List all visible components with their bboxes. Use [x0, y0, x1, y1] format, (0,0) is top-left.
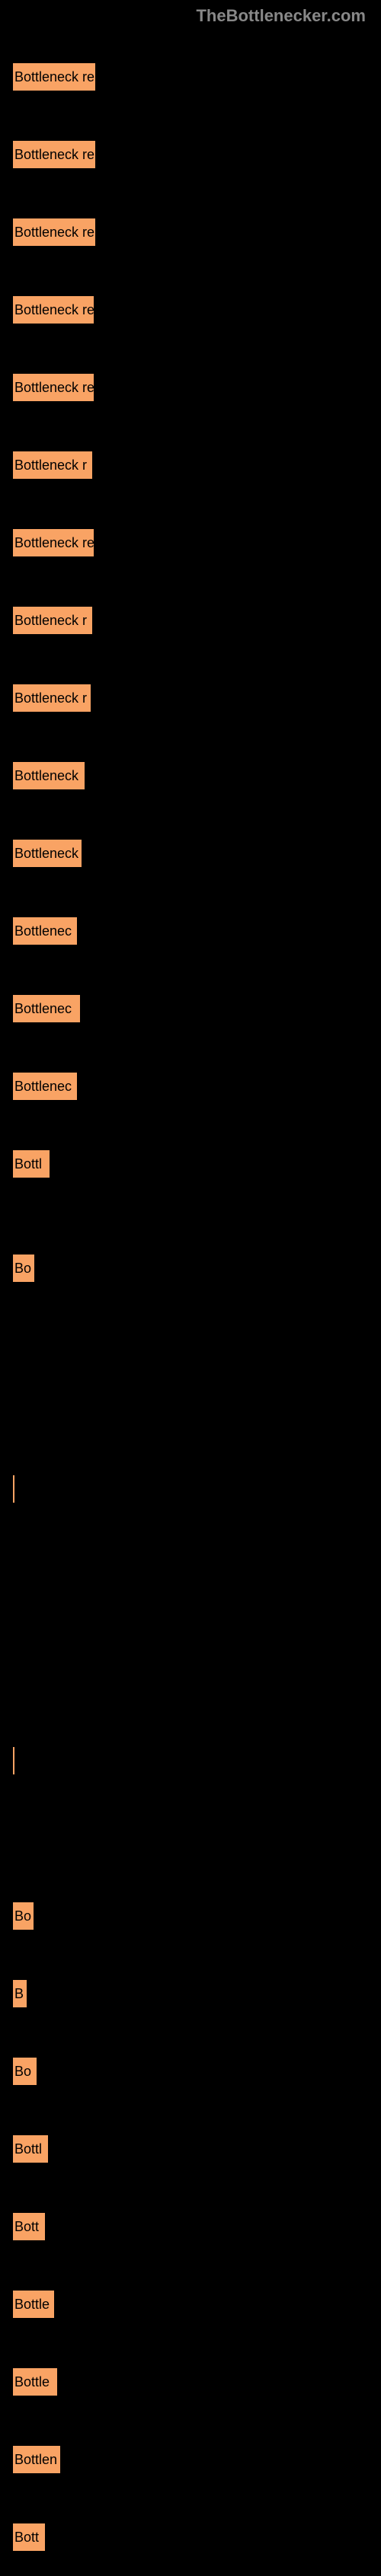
chart-row: Bottleneck re — [11, 271, 97, 349]
chart-bar: Bottleneck r — [11, 450, 94, 480]
chart-bar — [11, 1745, 16, 1776]
chart-row: Bottle — [11, 2265, 97, 2343]
chart-row: Bo — [11, 1877, 97, 1955]
chart-row: Bo — [11, 2032, 97, 2110]
chart-bar: Bo — [11, 1901, 35, 1931]
chart-row: Bottleneck r — [11, 426, 97, 504]
chart-bar: Bottle — [11, 2367, 59, 2397]
chart-bar: Bottleneck re — [11, 372, 95, 403]
chart-bar: Bottleneck — [11, 760, 86, 791]
chart-row — [11, 1644, 97, 1877]
chart-bar: Bottlenec — [11, 916, 78, 946]
chart-bar: Bottleneck r — [11, 605, 94, 636]
chart-row: Bottleneck — [11, 737, 97, 815]
chart-row — [11, 1334, 97, 1644]
chart-row: Bottleneck re — [11, 38, 97, 116]
chart-row: Bottlen — [11, 2421, 97, 2498]
chart-bar: Bottlen — [11, 2444, 62, 2475]
chart-bar: Bo — [11, 2056, 38, 2087]
chart-row: Bottle — [11, 2343, 97, 2421]
bar-chart: Bottleneck re Bottleneck re Bottleneck re B… — [11, 38, 97, 2576]
chart-bar — [11, 1474, 16, 1504]
chart-bar: Bottle — [11, 2289, 56, 2319]
chart-bar: Bottleneck re — [11, 62, 97, 92]
chart-row: Bottlenec — [11, 892, 97, 970]
chart-bar: Bottlenec — [11, 993, 82, 1024]
chart-row: Bottleneck r — [11, 659, 97, 737]
header-text: TheBottlenecker.com — [196, 6, 366, 26]
chart-bar: Bo — [11, 1253, 36, 1283]
chart-bar: Bott — [11, 2522, 46, 2552]
chart-row: Bottleneck re — [11, 116, 97, 193]
chart-row: Bo — [11, 1203, 97, 1334]
chart-row: Bottleneck re — [11, 504, 97, 582]
chart-row: Bottleneck — [11, 815, 97, 892]
chart-bar: Bott — [11, 2211, 46, 2242]
chart-bar: Bottl — [11, 2134, 50, 2164]
chart-row: Bottl — [11, 1125, 97, 1203]
chart-row: Bott — [11, 2498, 97, 2576]
chart-row: Bott — [11, 2188, 97, 2265]
chart-bar: Bottleneck re — [11, 217, 97, 247]
chart-row: Bottleneck re — [11, 193, 97, 271]
chart-bar: Bottl — [11, 1149, 51, 1179]
chart-row: B — [11, 1955, 97, 2032]
chart-row: Bottleneck r — [11, 582, 97, 659]
chart-bar: B — [11, 1978, 28, 2009]
chart-bar: Bottleneck r — [11, 683, 92, 713]
chart-bar: Bottleneck re — [11, 295, 95, 325]
chart-row: Bottleneck re — [11, 349, 97, 426]
chart-bar: Bottleneck re — [11, 139, 97, 170]
chart-bar: Bottleneck re — [11, 528, 95, 558]
chart-row: Bottl — [11, 2110, 97, 2188]
chart-row: Bottlenec — [11, 1047, 97, 1125]
chart-row: Bottlenec — [11, 970, 97, 1047]
chart-bar: Bottlenec — [11, 1071, 78, 1101]
chart-bar: Bottleneck — [11, 838, 83, 869]
